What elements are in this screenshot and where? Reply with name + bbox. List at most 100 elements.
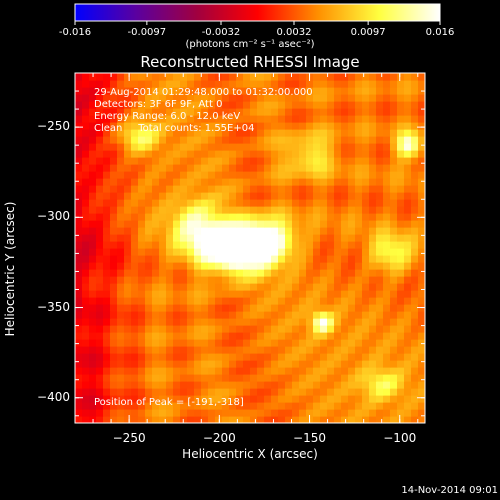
heatmap-cell bbox=[117, 416, 125, 423]
heatmap-cell bbox=[257, 178, 265, 186]
heatmap-cell bbox=[411, 283, 419, 291]
heatmap-cell bbox=[166, 409, 174, 417]
heatmap-cell bbox=[243, 171, 251, 179]
heatmap-cell bbox=[194, 318, 202, 326]
heatmap-cell bbox=[348, 171, 356, 179]
heatmap-cell bbox=[166, 73, 174, 81]
heatmap-cell bbox=[355, 220, 363, 228]
heatmap-cell bbox=[271, 262, 279, 270]
heatmap-cell bbox=[187, 178, 195, 186]
heatmap-cell bbox=[334, 150, 342, 158]
heatmap-cell bbox=[222, 248, 230, 256]
heatmap-cell bbox=[194, 304, 202, 312]
heatmap-cell bbox=[110, 157, 118, 165]
heatmap-cell bbox=[117, 388, 125, 396]
heatmap-cell bbox=[152, 164, 160, 172]
heatmap-cell bbox=[411, 269, 419, 277]
heatmap-cell bbox=[376, 80, 384, 88]
heatmap-cell bbox=[159, 206, 167, 214]
heatmap-cell bbox=[138, 199, 146, 207]
heatmap-cell bbox=[271, 395, 279, 403]
heatmap-cell bbox=[215, 374, 223, 382]
heatmap-cell bbox=[355, 136, 363, 144]
heatmap-cell bbox=[229, 346, 237, 354]
heatmap-cell bbox=[229, 94, 237, 102]
heatmap-cell bbox=[194, 94, 202, 102]
heatmap-cell bbox=[222, 409, 230, 417]
heatmap-cell bbox=[264, 206, 272, 214]
heatmap-cell bbox=[334, 122, 342, 130]
heatmap-cell bbox=[257, 164, 265, 172]
heatmap-cell bbox=[418, 80, 425, 88]
heatmap-cell bbox=[166, 402, 174, 410]
heatmap-cell bbox=[159, 220, 167, 228]
heatmap-cell bbox=[201, 164, 209, 172]
heatmap-cell bbox=[376, 374, 384, 382]
heatmap-cell bbox=[264, 73, 272, 81]
heatmap-cell bbox=[404, 157, 412, 165]
heatmap-cell bbox=[292, 220, 300, 228]
heatmap-cell bbox=[89, 199, 97, 207]
heatmap-cell bbox=[320, 157, 328, 165]
heatmap-cell bbox=[320, 150, 328, 158]
heatmap-cell bbox=[320, 122, 328, 130]
heatmap-cell bbox=[250, 143, 258, 151]
heatmap-cell bbox=[306, 402, 314, 410]
heatmap-cell bbox=[271, 122, 279, 130]
heatmap-cell bbox=[383, 262, 391, 270]
heatmap-cell bbox=[166, 255, 174, 263]
heatmap-cell bbox=[397, 402, 405, 410]
heatmap-cell bbox=[96, 269, 104, 277]
heatmap-cell bbox=[110, 388, 118, 396]
heatmap-cell bbox=[285, 185, 293, 193]
heatmap-cell bbox=[152, 381, 160, 389]
heatmap-cell bbox=[306, 150, 314, 158]
heatmap-cell bbox=[369, 150, 377, 158]
heatmap-cell bbox=[418, 220, 425, 228]
heatmap-cell bbox=[404, 129, 412, 137]
heatmap-cell bbox=[131, 185, 139, 193]
heatmap-cell bbox=[404, 122, 412, 130]
heatmap-cell bbox=[110, 332, 118, 340]
heatmap-cell bbox=[383, 360, 391, 368]
colorbar-tick-label: -0.0032 bbox=[201, 27, 241, 38]
heatmap-cell bbox=[201, 157, 209, 165]
heatmap-cell bbox=[250, 185, 258, 193]
heatmap-cell bbox=[96, 150, 104, 158]
heatmap-cell bbox=[180, 136, 188, 144]
heatmap-cell bbox=[418, 332, 425, 340]
heatmap-cell bbox=[264, 248, 272, 256]
heatmap-cell bbox=[257, 395, 265, 403]
heatmap-cell bbox=[201, 283, 209, 291]
heatmap-cell bbox=[348, 416, 356, 423]
heatmap-cell bbox=[334, 206, 342, 214]
heatmap-cell bbox=[348, 241, 356, 249]
heatmap-cell bbox=[173, 297, 181, 305]
heatmap-cell bbox=[334, 136, 342, 144]
heatmap-cell bbox=[145, 150, 153, 158]
heatmap-cell bbox=[180, 290, 188, 298]
heatmap-cell bbox=[369, 213, 377, 221]
heatmap-cell bbox=[292, 283, 300, 291]
heatmap-cell bbox=[390, 262, 398, 270]
heatmap-cell bbox=[131, 73, 139, 81]
heatmap-cell bbox=[180, 374, 188, 382]
heatmap-cell bbox=[327, 276, 335, 284]
heatmap-cell bbox=[208, 101, 216, 109]
heatmap-cell bbox=[348, 108, 356, 116]
heatmap-cell bbox=[138, 255, 146, 263]
heatmap-cell bbox=[117, 234, 125, 242]
heatmap-cell bbox=[138, 220, 146, 228]
heatmap-cell bbox=[341, 241, 349, 249]
heatmap-cell bbox=[334, 409, 342, 417]
heatmap-cell bbox=[201, 73, 209, 81]
heatmap-cell bbox=[348, 374, 356, 382]
heatmap-cell bbox=[103, 157, 111, 165]
heatmap-cell bbox=[229, 262, 237, 270]
heatmap-cell bbox=[383, 108, 391, 116]
heatmap-cell bbox=[404, 87, 412, 95]
heatmap-cell bbox=[278, 318, 286, 326]
heatmap-cell bbox=[320, 234, 328, 242]
heatmap-cell bbox=[131, 339, 139, 347]
heatmap-cell bbox=[418, 136, 425, 144]
